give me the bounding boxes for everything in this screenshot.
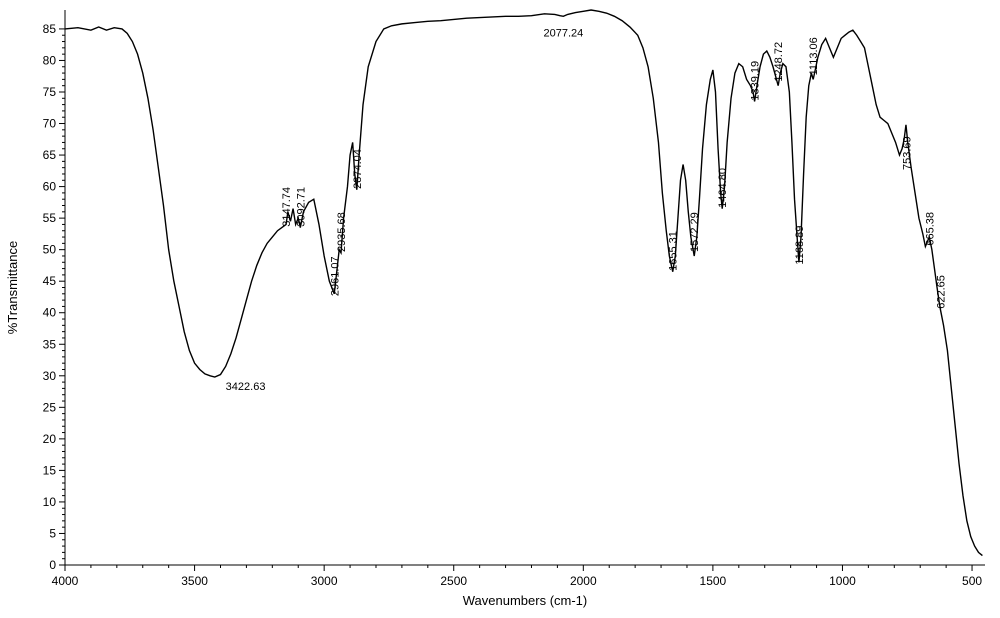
y-tick-label: 70 (43, 117, 57, 131)
x-tick-label: 1500 (700, 574, 727, 588)
x-tick-label: 2000 (570, 574, 597, 588)
x-tick-label: 500 (962, 574, 982, 588)
peak-label: 1168.89 (794, 226, 806, 265)
peak-label: 1339.19 (750, 61, 762, 101)
y-tick-label: 40 (43, 306, 57, 320)
x-tick-label: 2500 (440, 574, 467, 588)
y-tick-label: 15 (43, 463, 57, 477)
peak-label: 2961.07 (329, 256, 341, 296)
x-tick-label: 4000 (52, 574, 79, 588)
y-tick-label: 5 (49, 526, 56, 540)
y-tick-label: 60 (43, 180, 57, 194)
peak-label: 665.38 (924, 212, 936, 246)
peak-label: 753.69 (901, 136, 913, 170)
peak-label: 1655.31 (668, 231, 680, 271)
chart-svg: 0 5 10 15 20 25 30 35 40 45 50 55 60 65 70 75 80 85 4000 35… (0, 0, 1000, 618)
y-tick-label: 65 (43, 148, 57, 162)
y-axis-label: %Transmittance (5, 241, 20, 334)
spectrum-line (65, 10, 982, 556)
peak-label: 2077.24 (543, 28, 583, 40)
y-tick-label: 80 (43, 53, 57, 67)
peak-label: 1464.80 (717, 168, 729, 208)
x-tick-label: 3000 (311, 574, 338, 588)
peak-label: 2935.68 (336, 212, 348, 252)
peak-label: 3092.71 (295, 187, 307, 227)
peak-label: 622.65 (935, 275, 947, 309)
peak-label: 3147.74 (281, 187, 293, 227)
y-tick-label: 45 (43, 274, 57, 288)
y-tick-label: 25 (43, 400, 57, 414)
peak-label: 2874.04 (352, 149, 364, 189)
x-axis-label: Wavenumbers (cm-1) (463, 593, 587, 608)
y-tick-label: 75 (43, 85, 57, 99)
y-tick-label: 50 (43, 243, 57, 257)
y-tick-label: 10 (43, 495, 57, 509)
y-tick-label: 55 (43, 211, 57, 225)
y-tick-label: 85 (43, 22, 57, 36)
y-tick-label: 35 (43, 337, 57, 351)
x-tick-label: 1000 (829, 574, 856, 588)
peak-label: 1113.06 (808, 37, 820, 75)
y-tick-label: 0 (49, 558, 56, 572)
ir-spectrum-chart: 0 5 10 15 20 25 30 35 40 45 50 55 60 65 70 75 80 85 4000 35… (0, 0, 1000, 618)
y-tick-label: 30 (43, 369, 57, 383)
x-tick-label: 3500 (181, 574, 208, 588)
peak-label: 1572.29 (689, 212, 701, 252)
y-tick-label: 20 (43, 432, 57, 446)
peak-label: 1248.72 (773, 42, 785, 82)
peak-label: 3422.63 (226, 381, 266, 393)
